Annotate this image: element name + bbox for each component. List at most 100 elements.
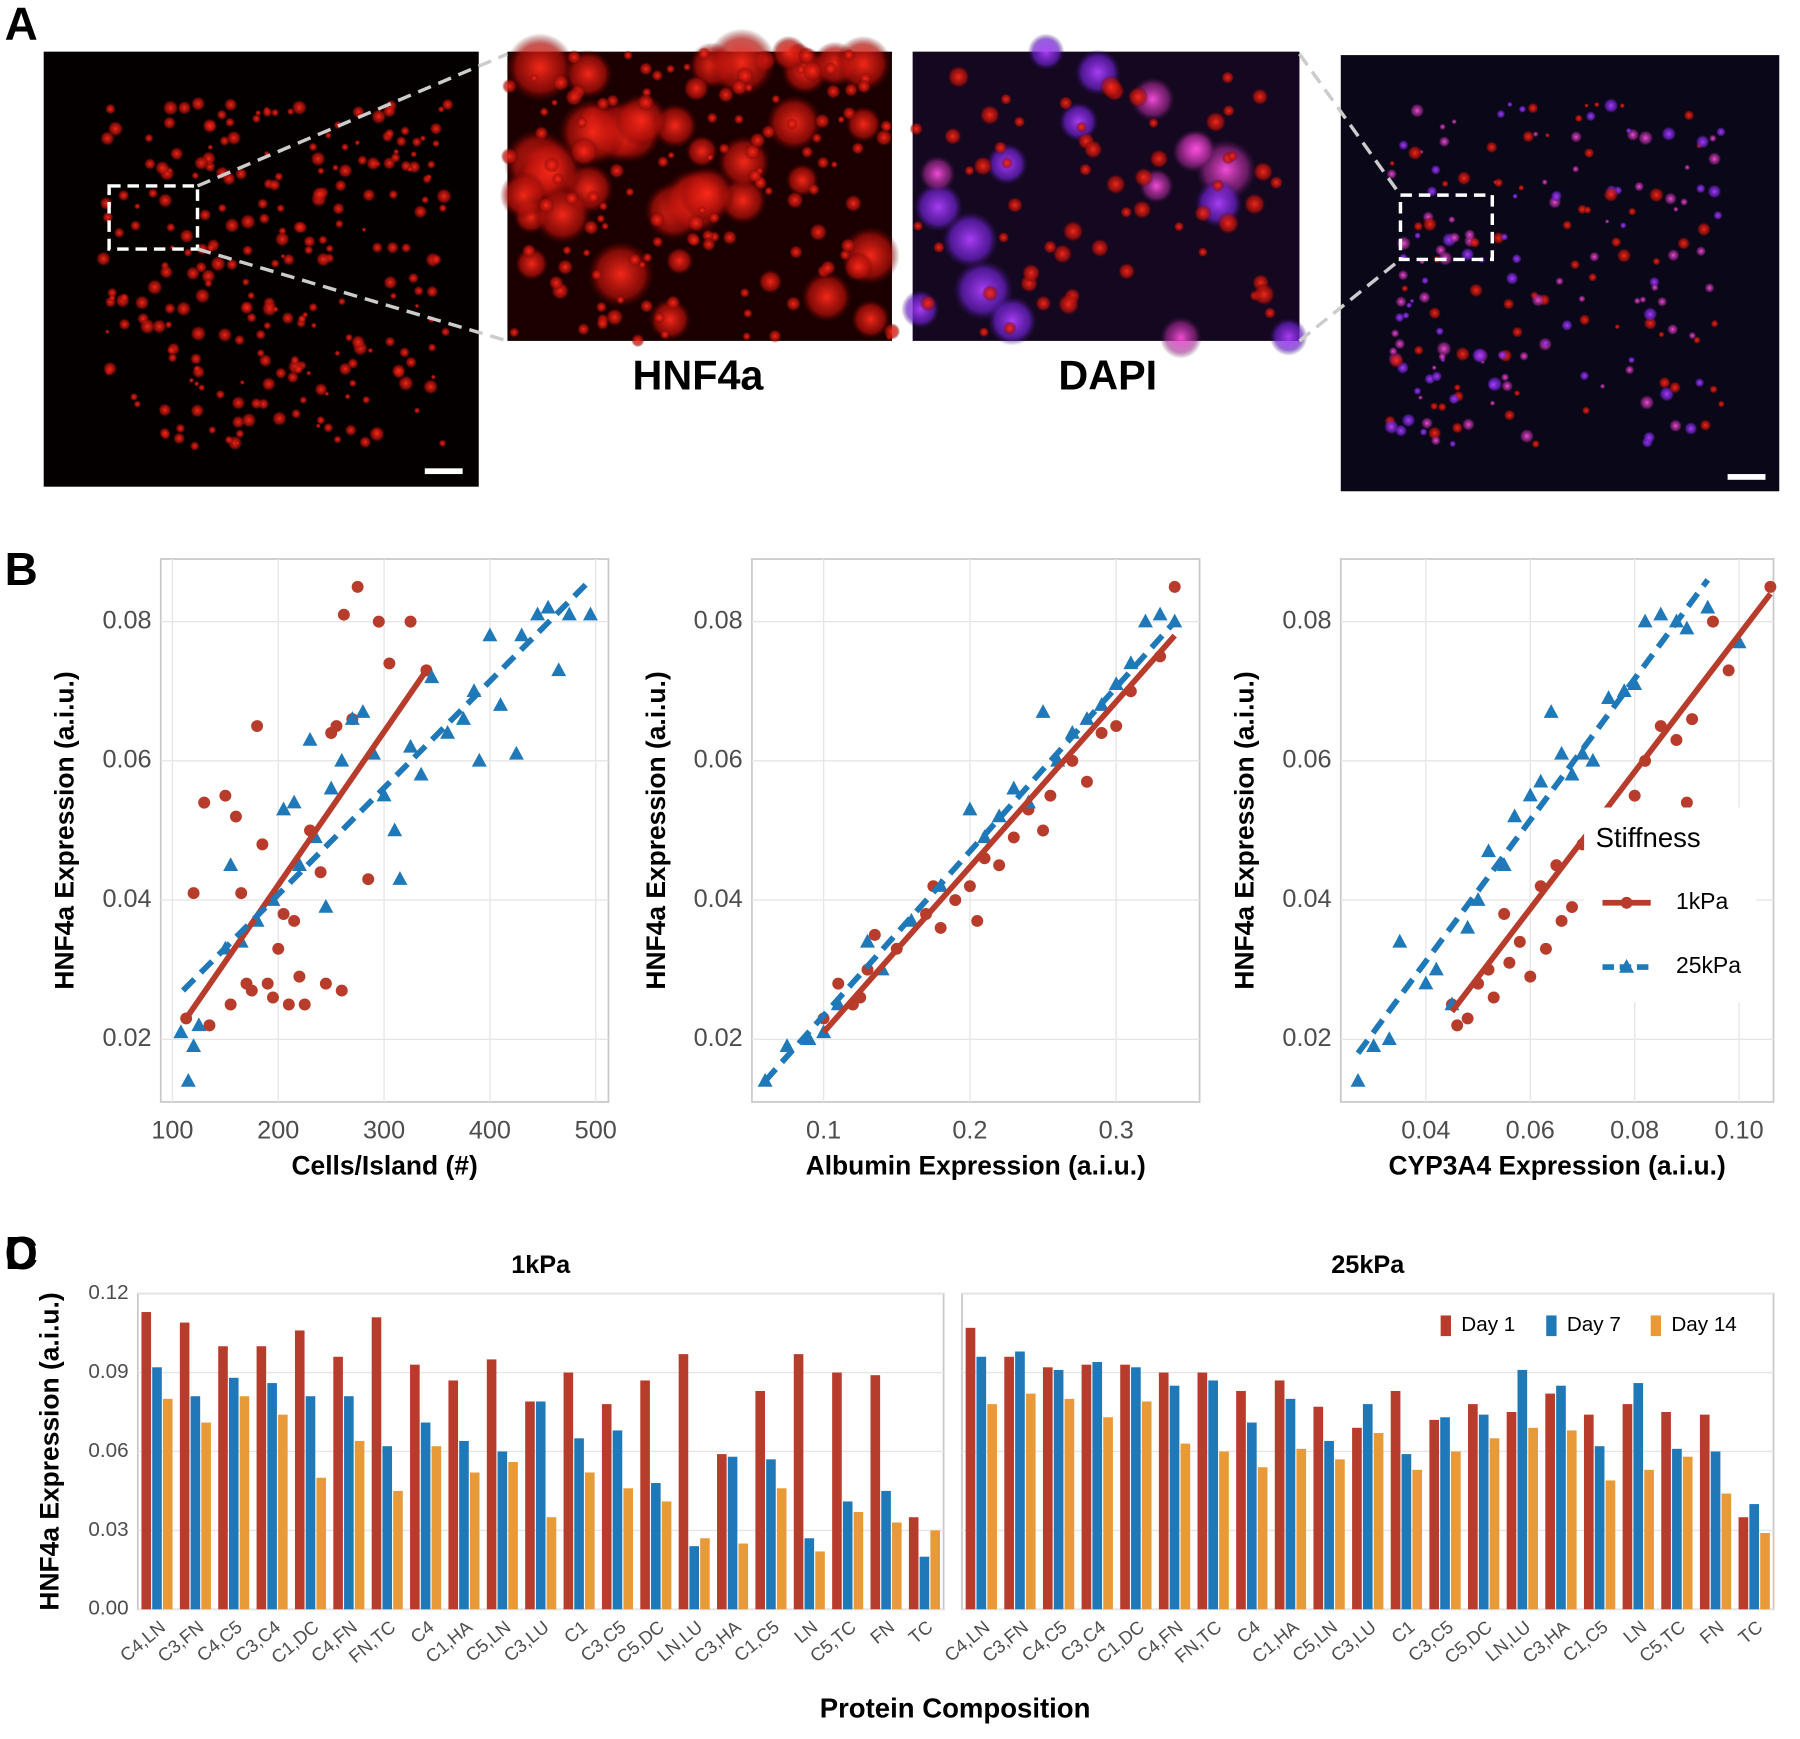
cell <box>748 168 763 183</box>
cell <box>642 252 653 263</box>
bar <box>344 1396 354 1610</box>
point <box>403 738 419 753</box>
cell <box>564 191 579 206</box>
cell <box>1394 312 1405 323</box>
cell <box>251 114 262 124</box>
cell <box>1390 328 1400 338</box>
bar <box>738 1543 749 1610</box>
cell <box>522 243 536 258</box>
cell <box>1541 178 1548 186</box>
bar <box>1313 1406 1324 1610</box>
bar <box>1025 1393 1036 1610</box>
cell <box>1052 244 1073 264</box>
cell <box>1417 395 1423 401</box>
cell <box>1438 352 1447 361</box>
cell <box>1468 283 1484 298</box>
point <box>1564 766 1580 781</box>
bar <box>870 1375 881 1610</box>
cell <box>334 179 347 192</box>
cell <box>1430 435 1441 446</box>
bar <box>1699 1414 1710 1610</box>
cell <box>242 244 254 256</box>
cell <box>802 60 824 82</box>
cell <box>1603 187 1619 203</box>
y-axis-title: HNF4a Expression (a.i.u.) <box>35 1292 65 1610</box>
cell <box>317 167 325 175</box>
cell <box>368 426 385 442</box>
point <box>471 752 487 767</box>
point <box>1418 975 1434 990</box>
cell <box>1013 116 1026 128</box>
cell <box>1401 284 1409 293</box>
cell <box>146 279 163 296</box>
point <box>1461 1012 1474 1025</box>
bar <box>141 1312 152 1610</box>
cell <box>239 300 254 315</box>
legend-swatch <box>1440 1315 1451 1337</box>
cell <box>261 300 278 317</box>
cell <box>1501 380 1514 392</box>
panel-label: A <box>5 0 38 50</box>
bar <box>535 1401 546 1610</box>
cell <box>382 104 397 118</box>
bar <box>1749 1504 1760 1610</box>
cell <box>1430 402 1439 411</box>
point <box>413 766 429 781</box>
cell <box>1173 221 1185 232</box>
cell <box>1625 127 1632 134</box>
cell <box>414 303 420 309</box>
point <box>1487 991 1500 1004</box>
cell <box>1471 347 1488 364</box>
y-tick-label: 0.12 <box>88 1281 128 1304</box>
cell <box>652 236 664 248</box>
bar <box>1081 1364 1092 1610</box>
x-tick-label: 400 <box>469 1116 511 1144</box>
cell <box>809 223 828 242</box>
bar <box>1274 1380 1285 1610</box>
y-tick-label: 0.03 <box>88 1518 128 1541</box>
cell <box>350 334 366 350</box>
point <box>276 801 292 816</box>
bar <box>486 1359 497 1610</box>
point <box>514 627 530 642</box>
cell <box>801 271 853 323</box>
cell <box>190 352 202 365</box>
bar <box>546 1517 557 1610</box>
cell <box>274 231 290 247</box>
zoom-line <box>1298 52 1402 197</box>
legend-marker <box>1620 896 1633 909</box>
point <box>1575 745 1590 760</box>
cell <box>539 107 549 117</box>
cell <box>843 251 874 282</box>
bar <box>842 1501 853 1610</box>
bar <box>371 1317 382 1610</box>
point <box>251 720 264 733</box>
point <box>801 1031 817 1046</box>
point <box>1670 734 1683 746</box>
cell <box>1269 317 1308 356</box>
cell <box>1624 365 1635 375</box>
x-tick-label: FN <box>866 1616 898 1648</box>
cell <box>390 152 401 163</box>
point <box>1035 704 1051 718</box>
x-tick-label: TC <box>1734 1616 1766 1648</box>
y-tick-label: 0.09 <box>88 1360 128 1383</box>
cell <box>1634 181 1645 192</box>
cell <box>1062 220 1084 242</box>
cell <box>509 327 520 338</box>
bar <box>919 1556 930 1610</box>
fit-line <box>762 619 1177 1083</box>
cell <box>1435 340 1452 357</box>
cell <box>1439 123 1446 131</box>
cell <box>598 201 608 211</box>
cell <box>1669 419 1683 433</box>
cell <box>601 222 610 231</box>
bar <box>1362 1404 1373 1610</box>
cell <box>270 259 280 268</box>
cell <box>743 308 753 319</box>
bar <box>1633 1383 1644 1610</box>
cell <box>247 291 256 300</box>
cell <box>1708 134 1717 143</box>
cell <box>786 191 804 209</box>
